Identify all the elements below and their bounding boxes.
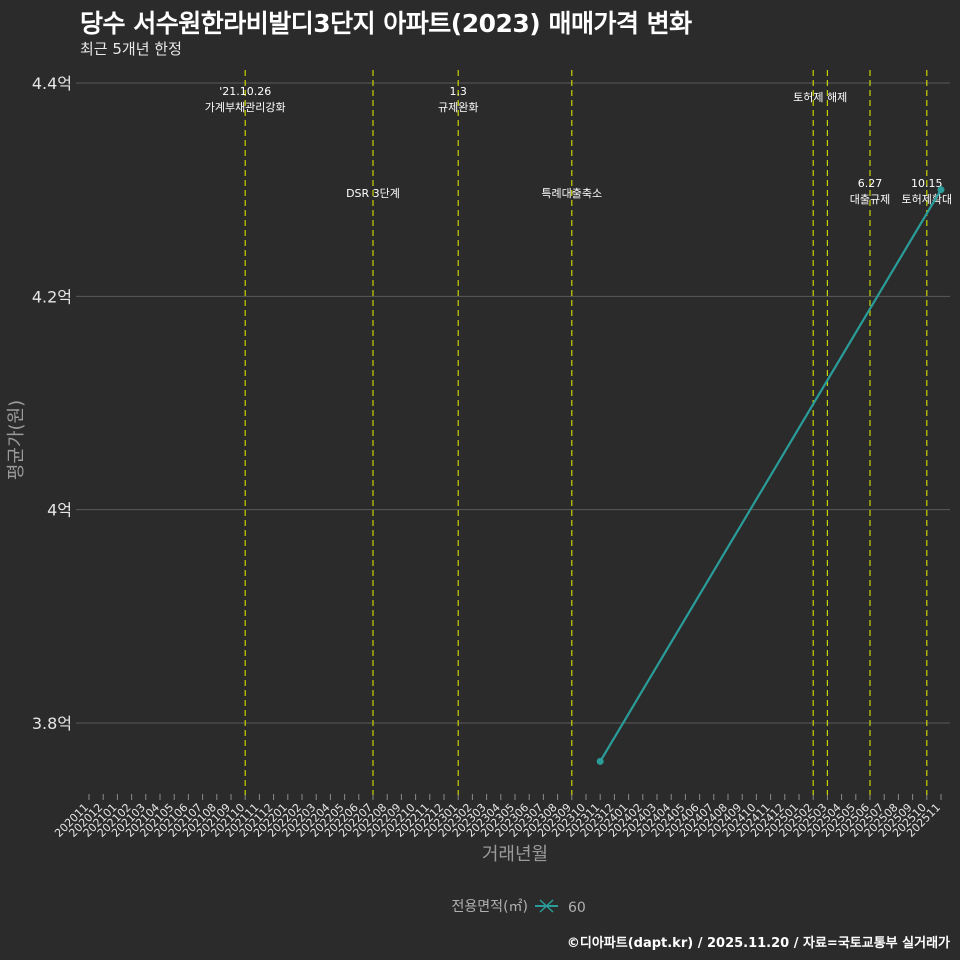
legend-title: 전용면적(㎡) <box>452 899 528 915</box>
y-axis-title: 평균가(원) <box>6 400 27 480</box>
event-label: 토허제확대 <box>901 193 952 206</box>
event-label: 토허제 해제 <box>793 90 847 104</box>
x-axis-ticks: 2020112020122021012021022021032021042021… <box>52 794 943 840</box>
y-tick-label: 4.4억 <box>32 74 72 93</box>
x-axis-title: 거래년월 <box>482 844 548 865</box>
series-line <box>599 189 942 762</box>
event-date: 1.3 <box>449 85 467 98</box>
y-gridlines <box>80 82 950 724</box>
price-series <box>596 186 945 765</box>
y-axis-ticks: 4.4억 4.2억 4억 3.8억 <box>32 74 80 733</box>
y-tick-label: 4억 <box>47 501 72 520</box>
y-tick-label: 4.2억 <box>32 287 72 306</box>
event-date: 10.15 <box>911 177 943 190</box>
source-caption: ©디아파트(dapt.kr) / 2025.11.20 / 자료=국토교통부 실… <box>566 936 950 951</box>
data-point <box>937 186 945 194</box>
chart-subtitle: 최근 5개년 한정 <box>80 40 182 58</box>
legend-key-icon <box>535 899 558 913</box>
event-date: '21.10.26 <box>219 85 271 98</box>
event-label: 가계부채관리강화 <box>205 101 286 114</box>
event-date: 6.27 <box>858 177 883 190</box>
y-tick-label: 3.8억 <box>32 714 72 733</box>
event-label: 특례대출축소 <box>541 187 602 200</box>
event-label: 대출규제 <box>850 193 890 206</box>
event-label: 규제완화 <box>438 101 478 114</box>
legend: 전용면적(㎡) 60 <box>452 899 586 916</box>
chart-title: 당수 서수원한라비발디3단지 아파트(2023) 매매가격 변화 <box>80 9 692 38</box>
legend-label: 60 <box>568 900 586 916</box>
data-point <box>596 757 604 765</box>
event-label: DSR 3단계 <box>346 187 400 200</box>
